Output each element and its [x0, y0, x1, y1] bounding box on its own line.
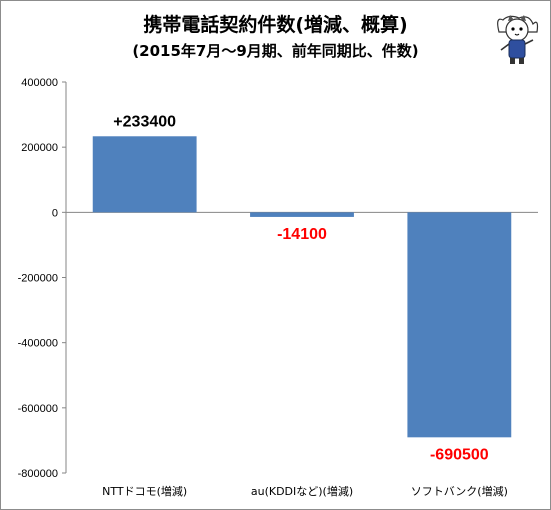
bar-2: [250, 212, 354, 217]
chart-bars: [92, 136, 512, 438]
bar-3: [407, 212, 512, 438]
chart-labels: +233400 NTTドコモ(増減) -14100 au(KDDIなど)(増減) -69…: [102, 113, 508, 498]
y-tick-label: 0: [52, 207, 58, 219]
bar-1: [92, 136, 197, 213]
y-tick-label: 200000: [21, 142, 58, 154]
chart-subtitle: (2015年7月～9月期、前年同期比、件数): [132, 42, 419, 60]
y-tick-label: -800000: [18, 468, 58, 480]
data-label-1: +233400: [113, 113, 176, 130]
x-category-label: au(KDDIなど)(増減): [251, 484, 353, 498]
data-label-3: -690500: [430, 446, 489, 463]
x-category-label: ソフトバンク(増減): [411, 484, 508, 498]
x-category-label: NTTドコモ(増減): [102, 484, 187, 498]
data-label-2: -14100: [277, 226, 327, 243]
y-tick-label: -400000: [18, 338, 58, 350]
y-tick-label: -600000: [18, 403, 58, 415]
cat-mascot-icon: [497, 15, 539, 64]
chart-title: 携帯電話契約件数(増減、概算): [143, 14, 408, 36]
y-tick-label: 400000: [21, 77, 58, 89]
y-tick-label: -200000: [18, 273, 58, 285]
